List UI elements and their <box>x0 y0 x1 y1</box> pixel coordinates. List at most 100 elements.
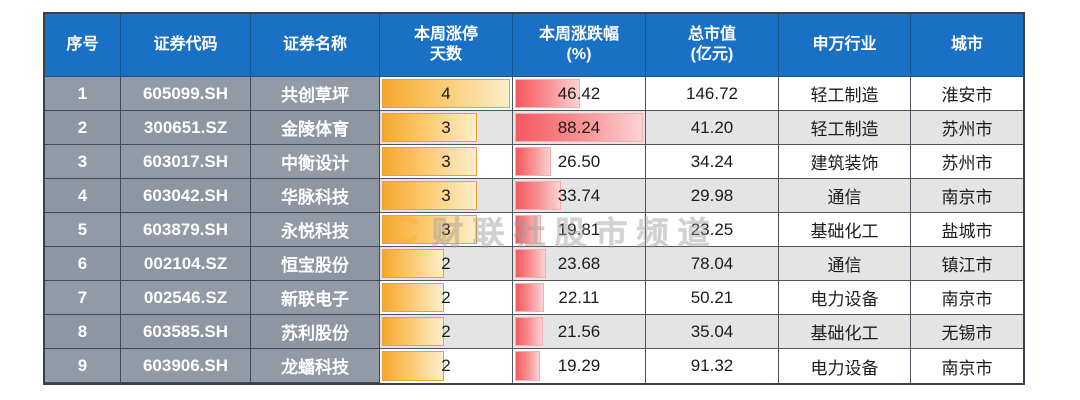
pct-data-bar <box>515 249 547 278</box>
cell-seq: 7 <box>45 281 121 315</box>
cell-code: 603042.SH <box>121 179 251 213</box>
cell-city-value: 南京市 <box>941 188 993 207</box>
cell-days: 3 <box>380 179 513 213</box>
cell-name-value: 华脉科技 <box>281 188 349 207</box>
cell-pct-value: 26.50 <box>557 151 601 171</box>
cell-industry-value: 轻工制造 <box>810 86 879 105</box>
cell-industry: 轻工制造 <box>779 77 911 111</box>
column-header-days: 本周涨停 天数 <box>380 14 513 77</box>
cell-code-value: 603585.SH <box>142 321 229 341</box>
cell-mcap-value: 34.24 <box>690 151 734 171</box>
cell-mcap: 91.32 <box>646 349 779 383</box>
cell-days: 4 <box>380 77 513 111</box>
cell-pct: 23.68 <box>513 247 646 281</box>
pct-data-bar <box>515 351 540 381</box>
table-row: 9 603906.SH 龙蟠科技 2 19.29 91.32 电力设备 南京市 <box>45 349 1023 383</box>
cell-code: 300651.SZ <box>121 111 251 145</box>
cell-name-value: 共创草坪 <box>281 86 349 105</box>
cell-pct-value: 46.42 <box>557 83 601 103</box>
pct-data-bar <box>515 283 545 312</box>
cell-mcap: 146.72 <box>646 77 779 111</box>
cell-industry-value: 电力设备 <box>810 358 879 378</box>
cell-seq: 4 <box>45 179 121 213</box>
column-header-city: 城市 <box>911 14 1023 77</box>
cell-pct-value: 19.81 <box>557 219 601 239</box>
cell-seq: 2 <box>45 111 121 145</box>
cell-code: 002104.SZ <box>121 247 251 281</box>
cell-industry-value: 基础化工 <box>810 222 879 241</box>
cell-code: 603906.SH <box>121 349 251 383</box>
cell-industry: 通信 <box>779 179 911 213</box>
cell-industry-value: 电力设备 <box>810 290 879 309</box>
cell-name: 共创草坪 <box>251 77 380 111</box>
days-data-bar <box>382 147 477 176</box>
cell-industry: 轻工制造 <box>779 111 911 145</box>
cell-industry-value: 建筑装饰 <box>810 154 879 173</box>
table-row: 7 002546.SZ 新联电子 2 22.11 50.21 电力设备 南京市 <box>45 281 1023 315</box>
cell-pct-value: 33.74 <box>557 185 601 205</box>
cell-days: 3 <box>380 111 513 145</box>
cell-days-value: 3 <box>441 219 451 239</box>
cell-name: 恒宝股份 <box>251 247 380 281</box>
days-data-bar <box>382 351 444 381</box>
cell-pct: 33.74 <box>513 179 646 213</box>
cell-mcap: 78.04 <box>646 247 779 281</box>
cell-pct-value: 19.29 <box>557 356 601 375</box>
cell-pct: 19.81 <box>513 213 646 247</box>
limit-up-stocks-table: 序号 证券代码 证券名称 本周涨停 天数 本周涨跌幅 (%) 总市值 (亿元) 申万行业 城市… <box>43 12 1025 385</box>
days-data-bar <box>382 215 477 244</box>
cell-seq-value: 7 <box>77 287 88 307</box>
cell-code: 603017.SH <box>121 145 251 179</box>
table-row: 3 603017.SH 中衡设计 3 26.50 34.24 建筑装饰 苏州市 <box>45 145 1023 179</box>
cell-city-value: 南京市 <box>941 290 993 309</box>
cell-seq-value: 4 <box>77 185 88 205</box>
cell-industry-value: 通信 <box>827 256 862 275</box>
column-header-seq: 序号 <box>45 14 121 77</box>
cell-pct-value: 88.24 <box>557 117 601 137</box>
cell-name: 苏利股份 <box>251 315 380 349</box>
cell-pct-value: 23.68 <box>557 253 601 273</box>
cell-city: 南京市 <box>911 349 1023 383</box>
table-row: 2 300651.SZ 金陵体育 3 88.24 41.20 轻工制造 苏州市 <box>45 111 1023 145</box>
cell-pct: 21.56 <box>513 315 646 349</box>
cell-code-value: 603042.SH <box>142 185 229 205</box>
table-row: 4 603042.SH 华脉科技 3 33.74 29.98 通信 南京市 <box>45 179 1023 213</box>
cell-code: 605099.SH <box>121 77 251 111</box>
cell-city: 苏州市 <box>911 111 1023 145</box>
cell-seq-value: 5 <box>77 219 88 239</box>
table-row: 5 603879.SH 永悦科技 3 19.81 23.25 基础化工 盐城市 <box>45 213 1023 247</box>
cell-mcap: 29.98 <box>646 179 779 213</box>
cell-city: 苏州市 <box>911 145 1023 179</box>
cell-seq: 5 <box>45 213 121 247</box>
cell-days: 2 <box>380 349 513 383</box>
column-header-name: 证券名称 <box>251 14 380 77</box>
table-body: 1 605099.SH 共创草坪 4 46.42 146.72 轻工制造 淮安市 2 300651… <box>45 77 1023 383</box>
cell-days-value: 2 <box>441 356 451 375</box>
cell-city: 镇江市 <box>911 247 1023 281</box>
cell-pct: 88.24 <box>513 111 646 145</box>
cell-industry: 通信 <box>779 247 911 281</box>
cell-days: 3 <box>380 213 513 247</box>
cell-industry-value: 基础化工 <box>810 324 879 343</box>
cell-name: 新联电子 <box>251 281 380 315</box>
cell-city: 南京市 <box>911 179 1023 213</box>
cell-code: 603585.SH <box>121 315 251 349</box>
table-row: 6 002104.SZ 恒宝股份 2 23.68 78.04 通信 镇江市 <box>45 247 1023 281</box>
cell-city-value: 无锡市 <box>941 324 993 343</box>
cell-industry: 电力设备 <box>779 281 911 315</box>
cell-city-value: 淮安市 <box>941 86 993 105</box>
cell-mcap-value: 35.04 <box>690 321 734 341</box>
pct-data-bar <box>515 147 551 176</box>
cell-days: 2 <box>380 315 513 349</box>
cell-industry: 建筑装饰 <box>779 145 911 179</box>
table-header-row: 序号 证券代码 证券名称 本周涨停 天数 本周涨跌幅 (%) 总市值 (亿元) 申万行业 城市 <box>45 14 1023 77</box>
cell-seq-value: 9 <box>77 355 88 375</box>
cell-mcap: 34.24 <box>646 145 779 179</box>
cell-seq-value: 8 <box>77 321 88 341</box>
cell-code-value: 605099.SH <box>142 83 229 103</box>
cell-mcap-value: 91.32 <box>690 356 734 375</box>
column-header-mcap: 总市值 (亿元) <box>646 14 779 77</box>
cell-city: 淮安市 <box>911 77 1023 111</box>
cell-code-value: 603017.SH <box>142 151 229 171</box>
column-header-code: 证券代码 <box>121 14 251 77</box>
